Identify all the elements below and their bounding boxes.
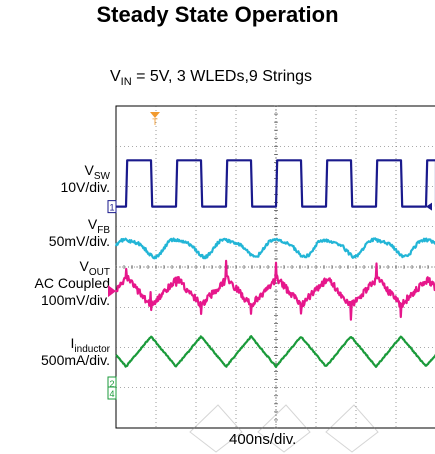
ch1-marker-label: 1: [109, 203, 114, 213]
x-axis-label: 400ns/div.: [229, 431, 296, 448]
ch3-marker: [108, 285, 116, 297]
ch4-marker-label: 4: [109, 389, 114, 399]
trigger-label: T: [152, 117, 158, 127]
